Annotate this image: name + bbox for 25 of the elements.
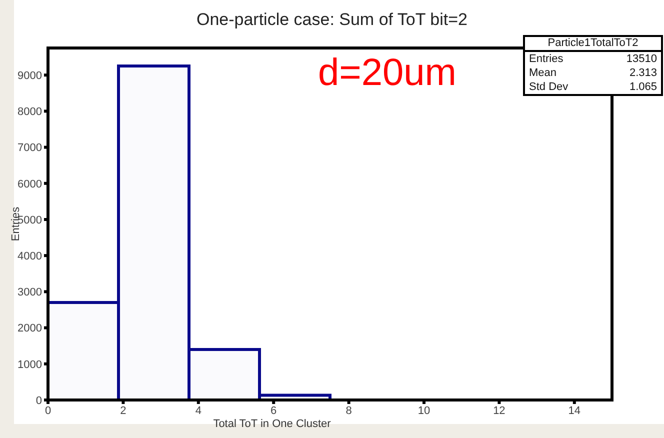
y-tick-label: 7000 (18, 142, 42, 154)
x-tick-label: 14 (568, 404, 581, 417)
y-tick-label: 0 (36, 394, 42, 407)
y-tick-label: 1000 (18, 358, 42, 371)
y-tick-label: 5000 (18, 214, 42, 226)
chart-title: One-particle case: Sum of ToT bit=2 (195, 10, 469, 30)
y-tick-label: 8000 (18, 106, 42, 118)
x-tick-label: 8 (346, 404, 352, 417)
x-tick-label: 0 (44, 404, 52, 417)
y-tick-label: 6000 (18, 178, 42, 190)
y-tick-label: 2000 (18, 322, 42, 335)
x-tick-label: 6 (270, 404, 277, 417)
text: Entries 13510 (529, 53, 657, 65)
y-tick-label: 4000 (18, 250, 42, 262)
note: d=20um (318, 52, 456, 95)
x-tick-label: 12 (493, 404, 506, 417)
x-tick-label: 4 (195, 404, 202, 417)
x-tick-label: 2 (120, 404, 126, 417)
y-tick-label: 3000 (18, 286, 42, 299)
x-axis-title: Total ToT in One Cluster (212, 418, 332, 430)
text: Std Dev 1.065 (529, 81, 657, 93)
text: Mean 2.313 (529, 67, 657, 79)
x-tick-label: 10 (418, 404, 430, 417)
annotation: Particle1TotalToT2 (525, 37, 661, 52)
y-tick-label: 9000 (18, 70, 42, 82)
